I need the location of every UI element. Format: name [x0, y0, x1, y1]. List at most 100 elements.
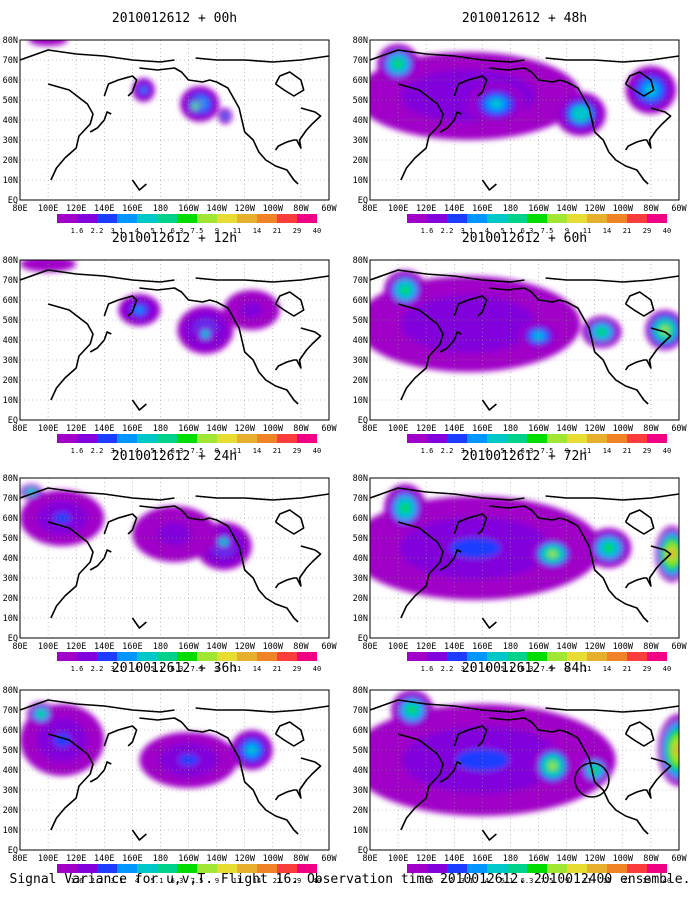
y-tick-label: 20N	[353, 806, 368, 816]
colorbar-swatch	[197, 434, 217, 443]
colorbar-label: 2.2	[91, 877, 104, 885]
y-tick-label: 30N	[3, 574, 18, 584]
y-tick-label: EQ	[358, 416, 368, 426]
x-tick-label: 100E	[38, 854, 58, 864]
colorbar-label: 4	[135, 877, 139, 885]
colorbar-label: 7.5	[541, 665, 554, 673]
x-tick-label: 140E	[94, 424, 114, 434]
x-tick-label: 160E	[122, 204, 142, 214]
y-tick-label: EQ	[358, 846, 368, 856]
colorbar-swatch	[277, 864, 297, 873]
map-grid	[20, 40, 329, 200]
x-tick-label: 60W	[671, 642, 687, 652]
colorbar-swatch	[157, 864, 177, 873]
x-tick-label: 60W	[321, 642, 337, 652]
x-tick-label: 80W	[293, 204, 309, 214]
colorbar-swatch	[587, 434, 607, 443]
x-tick-label: 180	[153, 424, 168, 434]
x-tick-label: 160E	[472, 424, 492, 434]
colorbar-label: 2.2	[91, 227, 104, 235]
colorbar-label: 6.3	[521, 877, 534, 885]
y-tick-label: 20N	[3, 594, 18, 604]
colorbar-swatch	[547, 864, 567, 873]
colorbar-label: 29	[293, 877, 301, 885]
colorbar-label: 2.2	[441, 227, 454, 235]
x-tick-label: 120W	[234, 204, 255, 214]
colorbar-label: 1.6	[421, 227, 434, 235]
x-tick-label: 80E	[12, 204, 27, 214]
colorbar-swatch	[117, 652, 137, 661]
y-tick-label: EQ	[358, 634, 368, 644]
colorbar-swatch	[567, 652, 587, 661]
colorbar-label: 5.1	[151, 877, 164, 885]
x-tick-label: 140E	[94, 642, 114, 652]
x-tick-label: 120W	[584, 854, 605, 864]
colorbar-label: 7.5	[191, 665, 204, 673]
colorbar-label: 29	[293, 665, 301, 673]
colorbar-label: 14	[603, 665, 611, 673]
y-tick-label: 30N	[353, 136, 368, 146]
x-tick-label: 160W	[178, 854, 199, 864]
colorbar-swatch	[407, 864, 427, 873]
variance-contour	[548, 762, 557, 770]
colorbar-swatch	[77, 214, 97, 223]
colorbar-swatch	[407, 434, 427, 443]
panel-title: 2010012612 + 36h	[112, 661, 237, 676]
x-tick-label: 180	[503, 854, 518, 864]
colorbar-swatch	[407, 652, 427, 661]
colorbar-swatch	[507, 652, 527, 661]
colorbar-label: 5.1	[151, 665, 164, 673]
x-tick-label: 160W	[528, 204, 549, 214]
colorbar-swatch	[647, 214, 667, 223]
colorbar-swatch	[277, 652, 297, 661]
variance-contour	[203, 332, 208, 336]
colorbar-swatch	[177, 864, 197, 873]
colorbar-swatch	[427, 214, 447, 223]
colorbar-label: 29	[643, 665, 651, 673]
colorbar-label: 2.2	[441, 665, 454, 673]
y-tick-label: 50N	[3, 746, 18, 756]
x-tick-label: 100W	[263, 642, 284, 652]
coastlines	[370, 269, 679, 411]
x-tick-label: 80E	[362, 854, 377, 864]
colorbar-swatch	[487, 864, 507, 873]
colorbar-swatch	[507, 864, 527, 873]
variance-field	[370, 44, 677, 140]
y-tick-label: 80N	[3, 686, 18, 696]
colorbar-label: 40	[663, 227, 671, 235]
y-tick-label: 40N	[3, 766, 18, 776]
colorbar-swatch	[607, 652, 627, 661]
colorbar-swatch	[157, 434, 177, 443]
x-tick-label: 120W	[584, 204, 605, 214]
y-tick-label: 80N	[3, 256, 18, 266]
colorbar-label: 7.5	[191, 227, 204, 235]
colorbar-label: 1.6	[71, 877, 84, 885]
colorbar-label: 3.1	[461, 665, 474, 673]
y-tick-label: 60N	[3, 76, 18, 86]
x-tick-label: 80W	[643, 204, 659, 214]
colorbar-label: 11	[233, 227, 241, 235]
y-tick-label: 10N	[353, 396, 368, 406]
colorbar-swatch	[627, 864, 647, 873]
colorbar-swatch	[197, 214, 217, 223]
variance-field	[370, 484, 679, 600]
y-tick-label: 70N	[3, 494, 18, 504]
x-tick-label: 180	[503, 424, 518, 434]
colorbar-swatch	[587, 864, 607, 873]
colorbar-swatch	[237, 434, 257, 443]
x-tick-label: 160W	[178, 642, 199, 652]
colorbar-swatch	[527, 652, 547, 661]
colorbar-swatch	[607, 864, 627, 873]
variance-field	[20, 260, 280, 354]
colorbar-label: 2.2	[441, 447, 454, 455]
colorbar-swatch	[77, 434, 97, 443]
x-tick-label: 120W	[584, 424, 605, 434]
y-tick-label: 20N	[3, 376, 18, 386]
colorbar-label: 9	[215, 877, 219, 885]
colorbar-swatch	[237, 214, 257, 223]
map-panel: 2010012612 + 00h 80E 100E 120E 140E 160E 180 16…	[3, 11, 338, 235]
x-tick-label: 140E	[94, 854, 114, 864]
x-tick-label: 80W	[643, 642, 659, 652]
colorbar-swatch	[447, 652, 467, 661]
variance-field	[20, 702, 273, 788]
